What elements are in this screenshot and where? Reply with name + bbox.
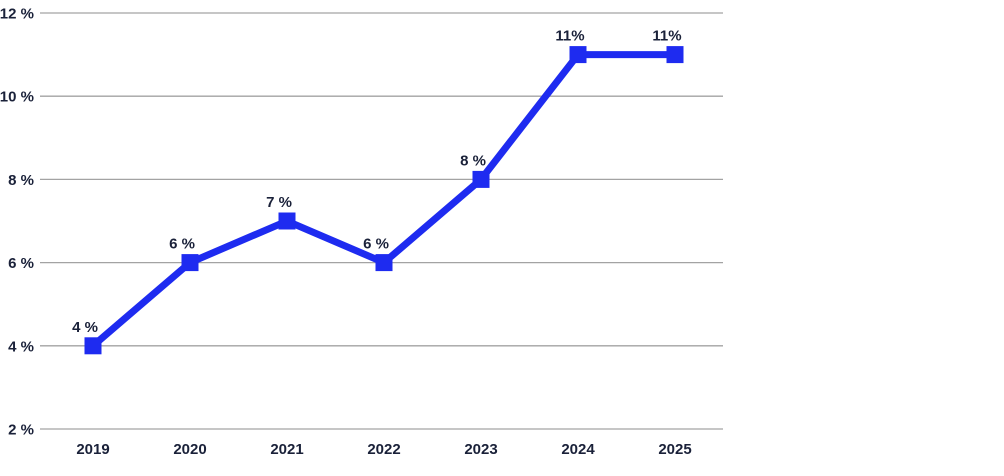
y-axis-tick-labels: 2 % 4 % 6 % 8 % 10 % 12 % xyxy=(0,6,34,439)
x-axis-tick-label: 2024 xyxy=(561,441,595,458)
y-axis-tick-label: 2 % xyxy=(8,422,34,439)
data-point-labels: 4 % 6 % 7 % 6 % 8 % 11% 11% xyxy=(72,28,682,336)
data-point-label: 11% xyxy=(652,28,681,45)
x-axis-tick-label: 2021 xyxy=(270,441,303,458)
data-point-marker xyxy=(181,254,199,272)
x-axis-tick-label: 2023 xyxy=(464,441,497,458)
y-axis-tick-label: 4 % xyxy=(8,338,34,355)
data-point-label: 4 % xyxy=(72,319,98,336)
data-point-label: 8 % xyxy=(460,152,486,169)
y-axis-tick-label: 12 % xyxy=(0,6,34,23)
y-axis-tick-label: 8 % xyxy=(8,172,34,189)
trend-line-series xyxy=(90,51,675,349)
data-point-marker xyxy=(278,212,296,230)
data-point-label: 6 % xyxy=(363,236,389,253)
data-point-markers xyxy=(84,46,684,355)
y-axis-tick-label: 6 % xyxy=(8,255,34,272)
data-point-marker xyxy=(666,46,684,64)
x-axis-tick-label: 2022 xyxy=(367,441,400,458)
data-point-marker xyxy=(472,170,490,188)
y-axis-tick-label: 10 % xyxy=(0,89,34,106)
gridlines xyxy=(40,12,723,430)
data-point-label: 7 % xyxy=(266,194,292,211)
data-point-marker xyxy=(375,254,393,272)
data-point-label: 11% xyxy=(555,28,584,45)
x-axis-tick-label: 2020 xyxy=(173,441,206,458)
data-point-label: 6 % xyxy=(169,236,195,253)
x-axis-tick-labels: 2019 2020 2021 2022 2023 2024 2025 xyxy=(76,441,691,458)
x-axis-tick-label: 2019 xyxy=(76,441,109,458)
data-point-marker xyxy=(84,337,102,355)
trend-line xyxy=(90,51,675,349)
data-point-marker xyxy=(569,46,587,64)
x-axis-tick-label: 2025 xyxy=(658,441,691,458)
